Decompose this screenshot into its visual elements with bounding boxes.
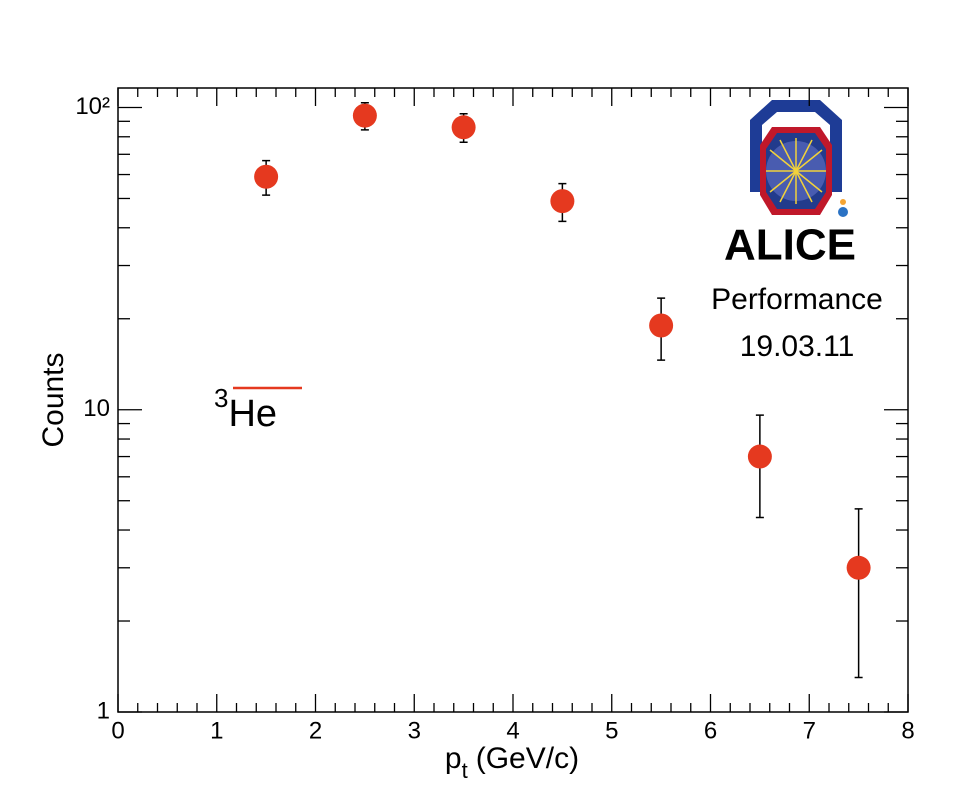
x-tick-label: 3: [408, 717, 421, 744]
data-point: [550, 189, 575, 214]
x-axis-label: pt (GeV/c): [445, 742, 579, 783]
data-point: [649, 313, 674, 338]
x-tick-label: 5: [605, 717, 618, 744]
x-tick-label: 7: [803, 717, 816, 744]
date-label: 19.03.11: [740, 330, 855, 363]
particle-label: 3He: [214, 383, 277, 435]
error-bar: [854, 508, 863, 679]
y-axis-label: Counts: [37, 352, 70, 447]
y-tick-label: 1: [97, 697, 110, 724]
data-point: [747, 444, 772, 469]
x-label-rest: (GeV/c): [476, 742, 579, 775]
alice-logo: ALICE: [724, 100, 856, 270]
particle-name: He: [228, 393, 277, 435]
x-label-main: p: [445, 742, 462, 775]
y-tick-label: 10: [83, 395, 110, 422]
x-tick-label: 4: [506, 717, 519, 744]
x-tick-label: 2: [309, 717, 322, 744]
particle-sup: 3: [214, 383, 228, 413]
logo-text: ALICE: [724, 221, 856, 270]
data-point: [352, 103, 377, 128]
x-tick-label: 1: [210, 717, 223, 744]
data-point: [846, 555, 871, 580]
x-tick-label: 8: [901, 717, 914, 744]
y-tick-label: 10²: [75, 93, 110, 120]
performance-label: Performance: [711, 283, 883, 316]
x-tick-label: 0: [111, 717, 124, 744]
x-label-sub: t: [462, 758, 468, 783]
data-point: [254, 164, 279, 189]
x-tick-label: 6: [704, 717, 717, 744]
data-point: [451, 115, 476, 140]
